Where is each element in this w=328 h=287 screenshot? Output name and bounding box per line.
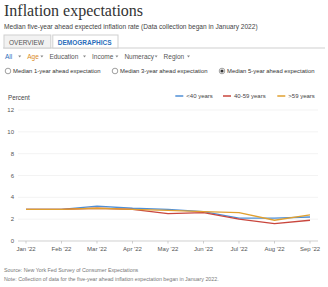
x-tick bbox=[61, 241, 62, 244]
subtitle: Median five-year ahead expected inflatio… bbox=[4, 23, 258, 31]
y-axis-label: Percent bbox=[8, 94, 30, 101]
tab[interactable] bbox=[4, 35, 51, 48]
legend-swatch bbox=[223, 95, 231, 97]
radio-label: Median 1-year ahead expectation bbox=[13, 68, 100, 74]
x-tick bbox=[203, 241, 204, 244]
y-tick-label: 4 bbox=[11, 194, 15, 200]
caret bbox=[155, 56, 158, 58]
radio[interactable] bbox=[112, 68, 118, 74]
x-tick-label: Jan '22 bbox=[16, 246, 36, 252]
x-tick-label: Aug '22 bbox=[264, 246, 285, 252]
filter[interactable]: Numeracy bbox=[124, 53, 154, 61]
legend-swatch bbox=[277, 95, 285, 97]
legend-label: 40-59 years bbox=[234, 93, 266, 99]
grid-line bbox=[18, 197, 318, 198]
x-tick bbox=[132, 241, 133, 244]
y-tick-label: 6 bbox=[11, 173, 15, 179]
y-tick-label: 2 bbox=[11, 216, 15, 222]
caret bbox=[83, 56, 86, 58]
caret bbox=[187, 56, 190, 58]
radio[interactable] bbox=[5, 68, 11, 74]
filter[interactable]: Region bbox=[164, 53, 185, 61]
grid-line bbox=[18, 131, 318, 132]
title: Inflation expectations bbox=[4, 2, 143, 20]
x-tick-label: Feb '22 bbox=[52, 246, 72, 252]
y-tick-label: 8 bbox=[11, 151, 15, 157]
filter[interactable]: Income bbox=[92, 53, 114, 60]
tab-label: DEMOGRAPHICS bbox=[58, 39, 112, 46]
x-tick bbox=[168, 241, 169, 244]
plot-area bbox=[26, 206, 310, 223]
legend-label: >59 years bbox=[288, 93, 315, 99]
y-tick-label: 12 bbox=[7, 107, 14, 113]
source: Source: New York Fed Survey of Consumer … bbox=[4, 267, 139, 273]
x-tick-label: Mar '22 bbox=[87, 246, 107, 252]
note: Note: Collection of data for the five-ye… bbox=[4, 276, 219, 282]
radio-label: Median 5-year ahead expectation bbox=[227, 68, 314, 74]
x-tick bbox=[97, 241, 98, 244]
filter[interactable]: All bbox=[5, 53, 13, 60]
x-tick bbox=[274, 241, 275, 244]
caret bbox=[40, 56, 43, 58]
radio[interactable] bbox=[219, 68, 225, 74]
legend-label: <40 years bbox=[186, 93, 213, 99]
tab-label: OVERVIEW bbox=[9, 39, 45, 46]
x-tick bbox=[310, 241, 311, 244]
series-line bbox=[26, 206, 310, 218]
series-line bbox=[26, 208, 310, 223]
x-tick-label: May '22 bbox=[158, 246, 179, 252]
caret bbox=[115, 56, 118, 58]
series-line bbox=[26, 208, 310, 220]
grid-line bbox=[18, 175, 318, 176]
x-tick-label: Jul '22 bbox=[230, 246, 248, 252]
filter[interactable]: Age bbox=[27, 53, 39, 61]
x-tick bbox=[239, 241, 240, 244]
legend-swatch bbox=[175, 95, 183, 97]
filter[interactable]: Education bbox=[49, 53, 78, 60]
radio-label: Median 3-year ahead expectation bbox=[120, 68, 207, 74]
y-tick-label: 0 bbox=[11, 238, 15, 244]
caret bbox=[18, 56, 21, 58]
y-tick-label: 10 bbox=[7, 129, 14, 135]
x-tick-label: Sep '22 bbox=[300, 246, 321, 252]
tab[interactable] bbox=[53, 35, 118, 48]
radio-dot bbox=[220, 69, 223, 72]
grid-line bbox=[18, 153, 318, 154]
x-tick-label: Apr '22 bbox=[123, 246, 142, 252]
grid-line bbox=[18, 110, 318, 111]
x-tick bbox=[26, 241, 27, 244]
x-tick-label: Jun '22 bbox=[194, 246, 214, 252]
